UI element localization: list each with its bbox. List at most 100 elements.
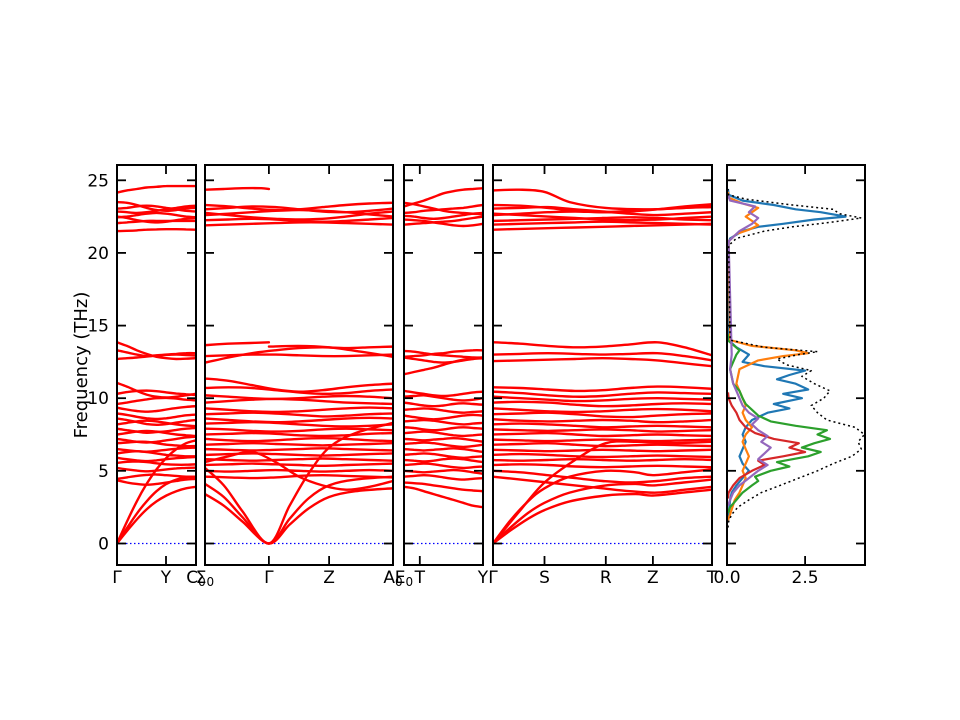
panel-border (403, 164, 484, 566)
phonon-band-curve (494, 205, 711, 217)
x-tick-label: A0 (383, 568, 402, 589)
phonon-band-curve (118, 204, 195, 213)
phonon-band-curve (405, 441, 482, 449)
phonon-band-curve (206, 216, 392, 223)
phonon-band-curve (494, 422, 711, 429)
phonon-band-curve (405, 203, 482, 215)
phonon-band-curve (206, 475, 392, 545)
phonon-band-curve (405, 407, 482, 414)
x-tick-label: S (539, 568, 550, 588)
phonon-band-curve (405, 218, 482, 228)
phonon-band-curve (405, 457, 482, 464)
x-tick-label: Z (323, 568, 335, 588)
x-tick-label: Γ (112, 568, 122, 588)
phonon-band-curve (206, 416, 392, 424)
pdos-curve-pdos-5 (728, 194, 772, 507)
x-tick-label: 0.0 (713, 568, 740, 588)
phonon-band-curve (405, 468, 482, 475)
x-tick-label: C0 (186, 568, 206, 589)
phonon-band-curve (405, 349, 482, 358)
y-tick-label: 15 (87, 317, 109, 337)
phonon-band-curve (405, 356, 482, 376)
phonon-band-curve (118, 389, 195, 397)
phonon-band-curve (206, 210, 392, 221)
band-panel-2: Σ0 Γ Z A0 (196, 164, 403, 589)
phonon-band-curve (118, 473, 195, 480)
phonon-band-curve (206, 427, 392, 433)
phonon-band-curve (405, 447, 482, 454)
phonon-band-curve (405, 211, 482, 221)
phonon-band-curve (118, 460, 195, 466)
phonon-band-curve (494, 441, 711, 448)
phonon-band-curve (494, 341, 711, 357)
phonon-band-curve (206, 447, 392, 452)
phonon-band-curve (118, 429, 195, 438)
phonon-band-curve (405, 485, 482, 509)
phonon-band-curve (494, 351, 711, 362)
x-tick-label: Y (160, 568, 172, 588)
phonon-band-curve (494, 395, 711, 403)
pdos-curve-pdos-2 (728, 191, 810, 521)
phonon-band-curve (405, 394, 482, 402)
phonon-band-curve (118, 184, 195, 194)
phonon-band-curve (118, 417, 195, 427)
dos-panel: 0.0 2.5 (713, 164, 866, 588)
phonon-band-curve (206, 394, 392, 401)
panel-border (492, 164, 713, 566)
phonon-band-curve (206, 377, 392, 393)
phonon-band-curve (206, 186, 271, 191)
phonon-band-curve (206, 457, 392, 462)
phonon-band-curve (118, 419, 195, 428)
phonon-band-curve (118, 204, 195, 215)
phonon-band-curve (206, 221, 392, 227)
phonon-band-curve (494, 452, 711, 459)
phonon-band-curve (206, 450, 392, 491)
phonon-band-curve (405, 452, 482, 460)
y-tick-label: 5 (98, 462, 109, 482)
phonon-band-curve (206, 431, 392, 438)
phonon-band-curve (494, 431, 711, 438)
phonon-band-curve (405, 473, 482, 481)
panel-border (204, 164, 394, 566)
phonon-band-curve (206, 468, 392, 473)
phonon-band-curve (494, 488, 711, 545)
band-panel-3: E0 T Y (395, 164, 489, 589)
phonon-band-curve (118, 412, 195, 421)
phonon-band-curve (206, 341, 271, 347)
panel-border (726, 164, 866, 566)
y-tick-label: 20 (87, 244, 109, 264)
phonon-band-curve (494, 390, 711, 398)
phonon-band-curve (118, 381, 195, 399)
phonon-band-curve (494, 438, 711, 443)
phonon-band-curve (118, 455, 195, 463)
phonon-band-curve (405, 481, 482, 493)
phonon-band-curve (206, 397, 392, 406)
y-axis-label: Frequency (THz) (71, 292, 92, 439)
phonon-band-curve (405, 389, 482, 398)
x-tick-label: T (414, 568, 426, 588)
phonon-band-curve (494, 385, 711, 393)
x-tick-label: Γ (264, 568, 274, 588)
x-tick-label: Y (477, 568, 489, 588)
phonon-band-curve (206, 406, 392, 414)
phonon-band-curve (206, 411, 392, 418)
phonon-band-curve (206, 462, 392, 468)
phonon-band-curve (494, 448, 711, 453)
phonon-band-curve (494, 356, 711, 368)
phonon-band-curve (405, 401, 482, 408)
phonon-band-curve (405, 426, 482, 432)
phonon-band-curve (494, 475, 711, 494)
phonon-band-curve (118, 485, 195, 545)
x-tick-label: Γ (488, 568, 498, 588)
phonon-band-curve (405, 418, 482, 426)
phonon-band-curve (494, 440, 711, 545)
x-tick-label: 2.5 (792, 568, 819, 588)
phonon-band-curve (494, 469, 711, 484)
phonon-band-curve (118, 475, 195, 545)
phonon-band-curve (494, 428, 711, 433)
phonon-band-curve (118, 439, 195, 545)
phonon-band-curve (405, 436, 482, 443)
